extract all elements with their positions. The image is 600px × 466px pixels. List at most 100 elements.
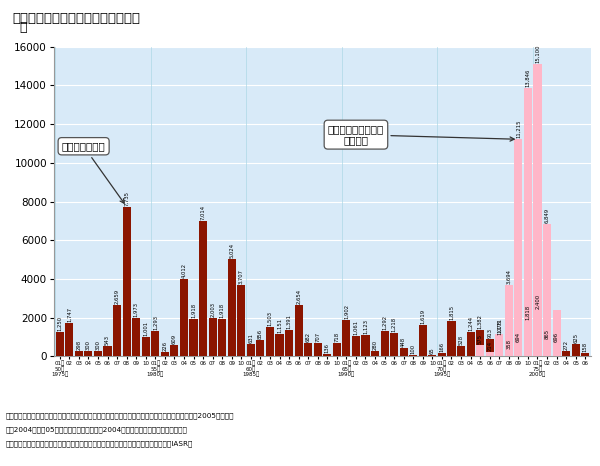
Bar <box>524 321 532 356</box>
Bar <box>400 348 408 356</box>
Bar <box>524 89 532 356</box>
Text: 1,244: 1,244 <box>468 316 473 331</box>
Text: 7,014: 7,014 <box>200 205 206 219</box>
Text: 543: 543 <box>105 335 110 345</box>
Text: 298: 298 <box>76 340 82 350</box>
Bar <box>227 259 236 356</box>
Text: 人: 人 <box>19 21 26 34</box>
Bar <box>352 336 360 356</box>
Text: 1,218: 1,218 <box>392 317 397 332</box>
Bar <box>103 346 112 356</box>
Text: 2,659: 2,659 <box>115 289 119 304</box>
Text: 超過死亡概念による
死亡者数: 超過死亡概念による 死亡者数 <box>328 124 514 145</box>
Bar <box>467 332 475 356</box>
Bar <box>161 352 169 356</box>
Text: 1,747: 1,747 <box>67 307 72 322</box>
Bar <box>380 331 389 356</box>
Text: 694: 694 <box>516 332 521 342</box>
Bar <box>371 351 379 356</box>
Bar <box>438 353 446 356</box>
Text: 865: 865 <box>545 329 550 339</box>
Bar <box>514 139 523 356</box>
Text: 65: 65 <box>430 348 435 354</box>
Bar <box>361 335 370 356</box>
Text: 11,215: 11,215 <box>516 120 521 138</box>
Text: 1,250: 1,250 <box>57 316 62 331</box>
Text: （資料）厨生労働省「人口動態統計」、国立感染症研究所感染症情報センター月報（IASR）: （資料）厨生労働省「人口動態統計」、国立感染症研究所感染症情報センター月報（IA… <box>6 440 193 447</box>
Text: 1,061: 1,061 <box>353 320 358 335</box>
Bar <box>190 319 197 356</box>
Bar <box>543 340 551 356</box>
Bar <box>553 310 560 356</box>
Bar <box>533 310 542 356</box>
Text: 707: 707 <box>315 332 320 342</box>
Bar <box>343 320 350 356</box>
Bar <box>94 351 102 356</box>
Bar <box>65 322 73 356</box>
Text: インフルエンザによる死亡数の推移: インフルエンザによる死亡数の推移 <box>12 12 140 25</box>
Bar <box>256 340 265 356</box>
Bar <box>295 305 302 356</box>
Bar <box>180 279 188 356</box>
Text: 226: 226 <box>163 341 167 351</box>
Text: 2004年かず05年にかけての冬場を示゙2004年シーズンを表示）。最新年概数: 2004年かず05年にかけての冬場を示゙2004年シーズンを表示）。最新年概数 <box>6 426 188 433</box>
Text: 448: 448 <box>401 337 406 347</box>
Bar <box>533 64 542 356</box>
Bar <box>581 353 589 356</box>
Bar <box>199 220 207 356</box>
Text: 682: 682 <box>305 332 311 343</box>
Bar <box>170 345 178 356</box>
Bar <box>314 343 322 356</box>
Text: 2,654: 2,654 <box>296 289 301 304</box>
Text: 13,846: 13,846 <box>526 69 530 87</box>
Text: 7,735: 7,735 <box>124 191 129 206</box>
Text: 1,078: 1,078 <box>497 320 502 335</box>
Text: 158: 158 <box>583 343 588 352</box>
Text: 死因別死亡者数: 死因別死亡者数 <box>62 141 124 203</box>
Text: 696: 696 <box>554 332 559 342</box>
Bar <box>247 344 255 356</box>
Text: 166: 166 <box>439 342 445 352</box>
Text: 1,815: 1,815 <box>449 305 454 320</box>
Bar <box>323 354 331 356</box>
Bar <box>428 355 436 356</box>
Bar <box>56 332 64 356</box>
Text: 1,391: 1,391 <box>287 314 292 329</box>
Bar <box>142 337 150 356</box>
Text: 575: 575 <box>478 334 482 344</box>
Bar <box>285 329 293 356</box>
Text: 1,918: 1,918 <box>220 303 224 318</box>
Text: 1,292: 1,292 <box>382 315 387 330</box>
Bar <box>419 325 427 356</box>
Bar <box>333 343 341 356</box>
Text: 2,400: 2,400 <box>535 294 540 309</box>
Text: 214: 214 <box>487 341 492 351</box>
Text: 913: 913 <box>487 328 492 338</box>
Text: 300: 300 <box>86 340 91 350</box>
Bar <box>495 336 503 356</box>
Bar <box>75 351 83 356</box>
Text: 609: 609 <box>172 334 177 344</box>
Bar <box>543 224 551 356</box>
Text: 100: 100 <box>411 343 416 354</box>
Text: 2,003: 2,003 <box>210 302 215 317</box>
Bar <box>209 318 217 356</box>
Bar <box>390 333 398 356</box>
Bar <box>505 350 513 356</box>
Bar <box>113 305 121 356</box>
Text: 4,012: 4,012 <box>181 263 187 278</box>
Bar <box>132 318 140 356</box>
Bar <box>514 343 523 356</box>
Bar <box>85 351 92 356</box>
Text: 300: 300 <box>95 340 100 350</box>
Text: 528: 528 <box>458 335 464 345</box>
Bar <box>562 351 570 356</box>
Text: 1,123: 1,123 <box>363 319 368 334</box>
Text: 1,382: 1,382 <box>478 314 482 329</box>
Bar <box>485 352 494 356</box>
Text: 631: 631 <box>248 333 253 343</box>
Bar <box>304 343 312 356</box>
Bar <box>495 334 503 356</box>
Text: 3,707: 3,707 <box>239 269 244 284</box>
Bar <box>409 355 418 356</box>
